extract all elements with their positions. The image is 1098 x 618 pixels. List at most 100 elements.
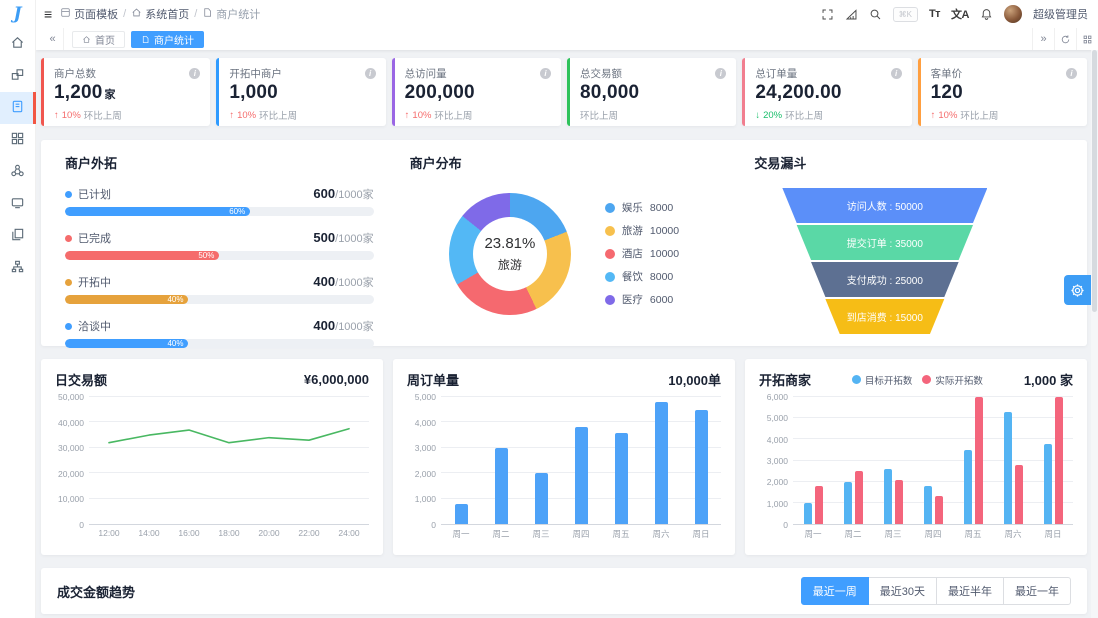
line-chart: 0 10,000 20,000 30,000 40,000 50,000 12:00 14:0…	[55, 392, 369, 545]
sidebar-item-ecosystem[interactable]	[0, 156, 36, 188]
sidebar-item-components[interactable]	[0, 60, 36, 92]
donut-legend: 娱乐 8000 旅游 10000 酒店 10000 餐饮 8000 医疗 6000	[604, 192, 679, 315]
range-last-half-year-button[interactable]: 最近半年	[936, 577, 1004, 605]
stat-card-expanding-merchants: 开拓中商户 i 1,000 ↑ 10% 环比上周	[216, 58, 386, 126]
user-name[interactable]: 超级管理员	[1033, 9, 1088, 21]
navbar-actions: ⌘K Tт 文A 超级管理员	[821, 5, 1088, 23]
sidebar-item-applications[interactable]	[0, 124, 36, 156]
info-icon[interactable]: i	[189, 68, 201, 79]
bar	[803, 502, 812, 524]
vertical-scrollbar	[1091, 50, 1098, 618]
tabs-scroll-left-icon[interactable]: «	[42, 28, 64, 50]
date-range-buttons: 最近一周 最近30天 最近半年 最近一年	[800, 577, 1071, 605]
info-icon[interactable]: i	[539, 68, 551, 79]
funnel-step: 提交订单 : 35000	[796, 225, 973, 260]
legend-item[interactable]: 目标开拓数	[851, 373, 912, 387]
sidebar-item-organization[interactable]	[0, 252, 36, 284]
donut-center-label: 旅游	[497, 257, 522, 272]
page-content: 商户总数 i 1,200 家 ↑ 10% 环比上周 开拓中商户 i 1,000 ↑ 10% 环…	[36, 50, 1098, 618]
breadcrumb-merchant-stats[interactable]: 商户统计	[202, 6, 260, 22]
sidebar-item-documents[interactable]	[0, 220, 36, 252]
chart-title: 日交易额	[55, 373, 108, 388]
breadcrumb-system-home[interactable]: 系统首页	[131, 6, 189, 22]
scrollbar-thumb[interactable]	[1092, 50, 1097, 312]
stat-card-avg-order-value: 客单价 i 120 ↑ 10% 环比上周	[917, 58, 1087, 126]
weekly-orders-card: 周订单量 10,000单 0 1,000 2,000 3,000 4,000 5,000 周…	[393, 359, 735, 555]
theme-ruler-icon[interactable]	[845, 8, 858, 21]
breadcrumb: 页面模板 / 系统首页 / 商户统计	[60, 6, 260, 22]
breadcrumb-separator: /	[123, 8, 127, 20]
copy-icon	[10, 227, 25, 245]
font-size-icon[interactable]: Tт	[928, 8, 941, 20]
fullscreen-icon[interactable]	[821, 8, 834, 21]
donut-chart: 23.81% 旅游	[448, 192, 571, 315]
search-shortcut-hint[interactable]: ⌘K	[892, 6, 918, 22]
stat-card-merchant-total: 商户总数 i 1,200 家 ↑ 10% 环比上周	[41, 58, 211, 126]
menu-collapse-icon[interactable]: ≡	[44, 6, 53, 22]
layout-grid-icon[interactable]	[1076, 28, 1098, 50]
bar	[934, 496, 943, 524]
tab-merchant-stats[interactable]: 商户统计	[131, 30, 204, 48]
sidebar-item-messages[interactable]	[0, 188, 36, 220]
sidebar: J	[0, 0, 36, 618]
info-icon[interactable]: i	[715, 68, 727, 79]
progress-row: 已计划 6001000家 60%	[65, 186, 374, 216]
info-icon[interactable]: i	[364, 68, 376, 79]
bar	[1054, 397, 1063, 524]
legend-item[interactable]: 酒店 10000	[604, 246, 679, 261]
sidebar-item-page-templates[interactable]	[0, 92, 36, 124]
ecosystem-icon	[10, 163, 25, 181]
tabs-scroll-right-icon[interactable]: »	[1032, 28, 1054, 50]
range-last-week-button[interactable]: 最近一周	[800, 577, 869, 605]
charts-row: 日交易额 ¥6,000,000 0 10,000 20,000 30,000 40,00…	[41, 359, 1087, 555]
bar	[963, 449, 972, 524]
deal-amount-trend-panel: 成交金额趋势 最近一周 最近30天 最近半年 最近一年	[41, 568, 1087, 614]
grouped-bar-chart: 0 1,000 2,000 3,000 4,000 5,000 6,000 周一 周二 周三 周四周…	[759, 392, 1073, 545]
refresh-icon[interactable]	[1054, 28, 1076, 50]
stat-card-total-orders: 总订单量 i 24,200.00 ↓ 20% 环比上周	[742, 58, 912, 126]
org-tree-icon	[10, 259, 25, 277]
search-icon[interactable]	[869, 8, 882, 21]
bar	[1043, 443, 1052, 524]
legend-item[interactable]: 餐饮 8000	[604, 269, 679, 284]
bar	[574, 427, 588, 524]
tab-controls: »	[1032, 28, 1098, 50]
funnel-step: 访问人数 : 50000	[782, 188, 988, 223]
home-outline-icon	[131, 7, 142, 21]
range-last-year-button[interactable]: 最近一年	[1003, 577, 1071, 605]
user-avatar[interactable]	[1004, 5, 1022, 23]
progress-row: 已完成 5001000家 50%	[65, 230, 374, 260]
merchant-outreach-section: 商户外拓 已计划 6001000家 60% 已完成 5001000家 50% 开…	[65, 153, 374, 348]
progress-row: 洽谈中 4001000家 40%	[65, 318, 374, 348]
bar	[694, 409, 708, 524]
section-title: 成交金额趋势	[57, 584, 136, 600]
bar-chart: 0 1,000 2,000 3,000 4,000 5,000 周一 周二 周三 周四 周五 周六 周日	[407, 392, 721, 545]
home-icon	[10, 35, 25, 53]
settings-gear-button[interactable]	[1064, 275, 1091, 305]
progress-bar: 40%	[65, 339, 374, 348]
legend-item[interactable]: 旅游 10000	[604, 223, 679, 238]
tab-home[interactable]: 首页	[72, 30, 125, 48]
info-icon[interactable]: i	[890, 68, 902, 79]
section-title: 商户分布	[409, 156, 462, 171]
app-logo[interactable]: J	[13, 4, 22, 24]
breadcrumb-separator: /	[194, 8, 198, 20]
app-grid-icon	[10, 131, 25, 149]
breadcrumb-page-templates[interactable]: 页面模板	[60, 6, 118, 22]
legend-item[interactable]: 娱乐 8000	[604, 200, 679, 215]
chart-total: 10,000单	[668, 373, 721, 388]
bar	[923, 485, 932, 524]
bar	[1003, 411, 1012, 524]
legend-item[interactable]: 医疗 6000	[604, 292, 679, 307]
stat-card-total-transactions: 总交易额 i 80,000 环比上周	[566, 58, 737, 126]
chart-legend: 目标开拓数 实际开拓数	[851, 373, 983, 387]
message-icon	[10, 195, 25, 213]
info-icon[interactable]: i	[1065, 68, 1077, 79]
notification-bell-icon[interactable]	[980, 8, 993, 21]
language-icon[interactable]: 文A	[951, 9, 969, 21]
sidebar-item-home[interactable]	[0, 28, 36, 60]
merchant-expansion-card: 开拓商家 目标开拓数 实际开拓数 1,000 家 0 1,000 2,000 3,00…	[745, 359, 1087, 555]
legend-item[interactable]: 实际开拓数	[922, 373, 983, 387]
progress-bar: 50%	[65, 251, 374, 260]
range-last-30-days-button[interactable]: 最近30天	[867, 577, 937, 605]
